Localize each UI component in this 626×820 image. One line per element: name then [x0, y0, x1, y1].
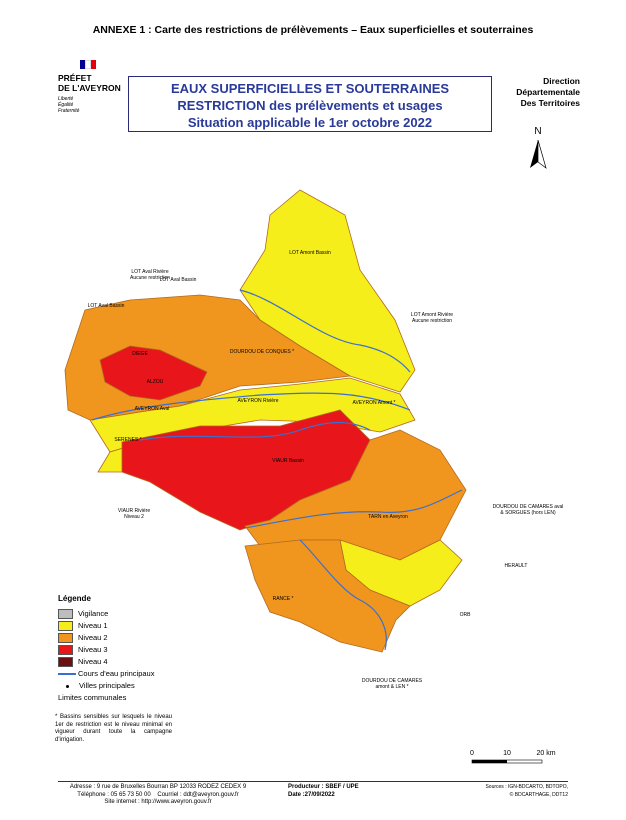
scale-label: 20 km	[536, 750, 555, 757]
zone-label: LOT Amont Bassin	[289, 250, 331, 256]
zone-label: LOT Aval Bassin	[160, 277, 197, 283]
scale-label: 10	[503, 750, 511, 757]
legend-item: Niveau 2	[78, 633, 108, 642]
footer: Adresse : 9 rue de Bruxelles Bourran BP …	[58, 781, 568, 805]
header-title: ANNEXE 1 : Carte des restrictions de pré…	[92, 24, 534, 36]
zone-label: HERAULT	[505, 563, 528, 569]
river	[139, 421, 371, 441]
address-line: Adresse : 9 rue de Bruxelles Bourran BP …	[69, 784, 247, 790]
zone-label: SERENES *	[114, 437, 141, 443]
zone-label: LOT Aval Rivière	[131, 269, 169, 275]
zone-label: VIAUR Rivière	[118, 508, 150, 514]
zone-label: DOURDOU DE CAMARES aval	[493, 504, 564, 510]
zones	[64, 189, 467, 653]
zone-label: TARN en Aveyron	[368, 514, 408, 520]
sources-line: Sources : IGN-BDCARTO, BDTOPO,	[485, 784, 568, 790]
direction-line: Des Territoires	[520, 98, 580, 108]
river	[244, 489, 463, 529]
river	[299, 539, 387, 651]
producer-line: Date :27/09/2022	[288, 791, 335, 798]
zone-label: ORB	[460, 612, 472, 618]
north-arrow-half	[530, 140, 538, 168]
motto: Liberté	[58, 96, 74, 102]
legend-item: Niveau 4	[78, 657, 108, 666]
direction-line: Direction	[543, 76, 580, 86]
zone	[244, 539, 411, 653]
logo-line: DE L'AVEYRON	[58, 83, 121, 93]
legend-item: Limites communales	[58, 693, 127, 702]
legend: Légende Vigilance Niveau 1 Niveau 2 Nive…	[58, 593, 154, 704]
legend-item: Niveau 3	[78, 645, 108, 654]
zone-label: & SORGUES (hors LEN)	[500, 510, 556, 516]
logo: PRÉFET DE L'AVEYRON Liberté Égalité Frat…	[58, 60, 121, 114]
zone-label: Aucune restriction	[130, 275, 170, 281]
zone-label: LOT Amont Rivière	[411, 312, 453, 318]
legend-item: Niveau 1	[78, 621, 108, 630]
legend-item: Cours d'eau principaux	[78, 669, 155, 678]
swatch	[58, 673, 76, 675]
legend-title: Légende	[58, 594, 91, 603]
north-label: N	[534, 126, 541, 137]
swatch	[58, 645, 73, 655]
river	[91, 392, 411, 421]
zone-label: amont & LEN *	[375, 684, 408, 690]
zone-label: Aucune restriction	[412, 318, 452, 324]
legend-item: Villes principales	[79, 681, 135, 690]
title-line: Situation applicable le 1er octobre 2022	[187, 115, 433, 130]
river	[239, 289, 411, 373]
zone-label: AVEYRON Amont *	[353, 400, 396, 406]
swatch	[66, 684, 69, 688]
zone	[99, 345, 208, 401]
north-arrow-half	[537, 139, 547, 169]
sources-line: © BDCARTHAGE, DDT12	[509, 791, 568, 798]
legend-item: Vigilance	[78, 609, 109, 618]
motto: Fraternité	[58, 108, 80, 114]
title-line: RESTRICTION des prélèvements et usages	[177, 98, 443, 113]
zone-label: DIEGE	[132, 351, 148, 357]
zone-label: VIAUR Bassin	[272, 458, 304, 464]
zone-labels: LOT Amont Bassin LOT Aval Bassin LOT Aval …	[88, 250, 564, 690]
zone-label: LOT Aval Bassin	[88, 303, 125, 309]
zone-label: ALZOU	[147, 379, 164, 385]
swatch	[58, 633, 73, 643]
direction: Direction Départementale Des Territoires	[490, 76, 580, 109]
zone-label: DOURDOU DE CAMARES	[362, 678, 423, 684]
swatch	[58, 657, 73, 667]
scale-rect	[472, 760, 507, 763]
swatch	[58, 609, 73, 619]
direction-line: Départementale	[516, 87, 580, 97]
address-line: Téléphone : 05 65 73 50 00	[77, 791, 151, 798]
map: N LOT Amont Bassin LOT Aval Bassin LOT Ava…	[64, 126, 564, 764]
flag	[80, 60, 97, 69]
zone-label: AVEYRON Rivière	[237, 398, 278, 404]
zone-label: RANCE *	[273, 596, 294, 602]
title-box: EAUX SUPERFICIELLES ET SOUTERRAINES REST…	[128, 76, 492, 132]
zone-label: DOURDOU DE CONQUES *	[230, 349, 294, 355]
swatch	[58, 621, 73, 631]
scale-bar: 0 10 20 km	[470, 750, 556, 764]
address-line: Courriel : ddt@aveyron.gouv.fr	[157, 791, 239, 798]
north-arrow: N	[530, 126, 547, 169]
logo-line: PRÉFET	[58, 73, 92, 83]
title-line: EAUX SUPERFICIELLES ET SOUTERRAINES	[170, 81, 450, 96]
rivers	[91, 289, 463, 651]
scale-label: 0	[470, 750, 474, 757]
zone-label: Niveau 2	[124, 514, 144, 520]
motto: Égalité	[58, 102, 74, 108]
producer-line: Producteur : SBEF / UPE	[288, 784, 359, 790]
zone-label: AVEYRON Aval	[135, 406, 170, 412]
footnote: * Bassins sensibles sur lesquels le nive…	[55, 714, 172, 743]
address-line: Site internet : http://www.aveyron.gouv.…	[104, 799, 212, 805]
